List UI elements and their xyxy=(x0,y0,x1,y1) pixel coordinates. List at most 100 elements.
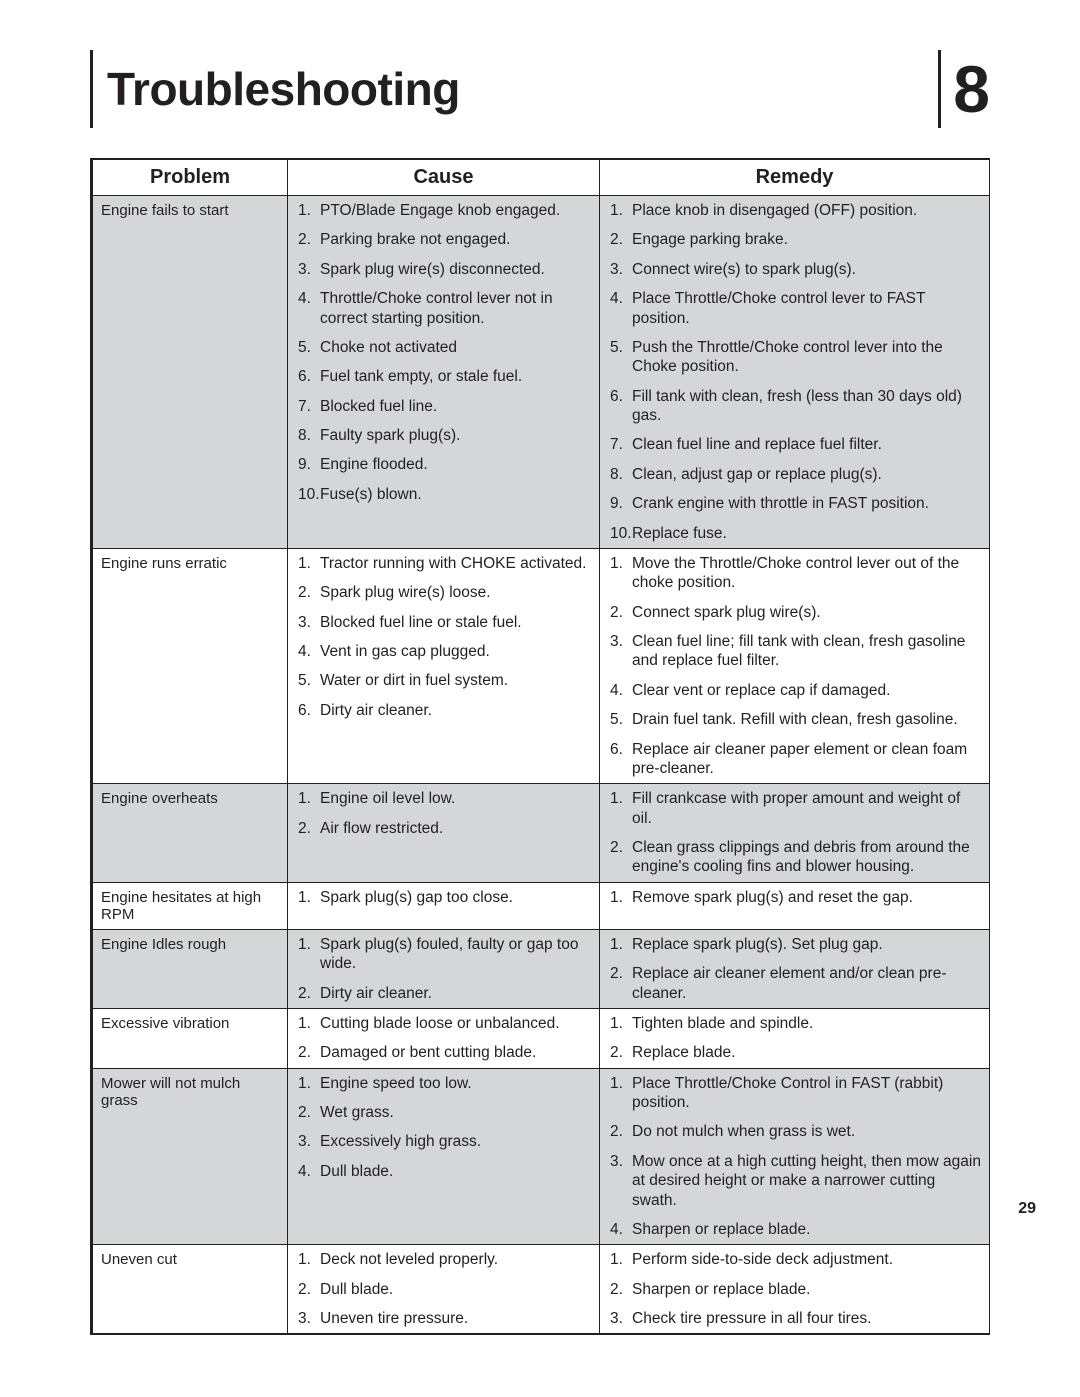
troubleshooting-table: Problem Cause Remedy Engine fails to sta… xyxy=(90,158,990,1335)
list-item: Deck not leveled properly. xyxy=(288,1245,599,1274)
list-item: Choke not activated xyxy=(288,333,599,362)
list-item: Parking brake not engaged. xyxy=(288,225,599,254)
list-item: Engage parking brake. xyxy=(600,225,989,254)
list-item: Replace blade. xyxy=(600,1038,989,1067)
list-item: Place Throttle/Choke control lever to FA… xyxy=(600,284,989,333)
table-row: Engine Idles roughSpark plug(s) fouled, … xyxy=(92,929,990,1008)
cause-cell: Engine oil level low.Air flow restricted… xyxy=(288,784,600,883)
list-item: Wet grass. xyxy=(288,1098,599,1127)
problem-text: Mower will not mulch grass xyxy=(93,1069,287,1115)
list-item: Place Throttle/Choke Control in FAST (ra… xyxy=(600,1069,989,1118)
list-item: Check tire pressure in all four tires. xyxy=(600,1304,989,1333)
page-number: 29 xyxy=(1018,1200,1036,1218)
list-item: Clean fuel line and replace fuel filter. xyxy=(600,430,989,459)
list-item: Sharpen or replace blade. xyxy=(600,1215,989,1244)
list-item: Dirty air cleaner. xyxy=(288,696,599,725)
table-row: Uneven cutDeck not leveled properly.Dull… xyxy=(92,1245,990,1335)
list-item: Tighten blade and spindle. xyxy=(600,1009,989,1038)
list-item: Move the Throttle/Choke control lever ou… xyxy=(600,549,989,598)
col-header-remedy: Remedy xyxy=(600,159,990,196)
list-item: Push the Throttle/Choke control lever in… xyxy=(600,333,989,382)
remedy-cell: Perform side-to-side deck adjustment.Sha… xyxy=(600,1245,990,1335)
table-body: Engine fails to startPTO/Blade Engage kn… xyxy=(92,196,990,1335)
remedy-list: Fill crankcase with proper amount and we… xyxy=(600,784,989,882)
list-item: Connect spark plug wire(s). xyxy=(600,598,989,627)
list-item: Faulty spark plug(s). xyxy=(288,421,599,450)
list-item: Blocked fuel line or stale fuel. xyxy=(288,608,599,637)
cause-cell: Tractor running with CHOKE activated.Spa… xyxy=(288,548,600,783)
list-item: Engine speed too low. xyxy=(288,1069,599,1098)
cause-list: Engine oil level low.Air flow restricted… xyxy=(288,784,599,843)
cause-cell: PTO/Blade Engage knob engaged.Parking br… xyxy=(288,196,600,549)
list-item: Dull blade. xyxy=(288,1275,599,1304)
cause-cell: Cutting blade loose or unbalanced.Damage… xyxy=(288,1008,600,1068)
problem-cell: Excessive vibration xyxy=(92,1008,288,1068)
problem-text: Engine hesitates at high RPM xyxy=(93,883,287,929)
problem-cell: Engine Idles rough xyxy=(92,929,288,1008)
problem-text: Engine runs erratic xyxy=(93,549,287,578)
problem-cell: Engine fails to start xyxy=(92,196,288,549)
list-item: Clear vent or replace cap if damaged. xyxy=(600,676,989,705)
list-item: Replace fuse. xyxy=(600,519,989,548)
table-row: Engine runs erraticTractor running with … xyxy=(92,548,990,783)
list-item: Dull blade. xyxy=(288,1157,599,1186)
list-item: Fill tank with clean, fresh (less than 3… xyxy=(600,382,989,431)
list-item: Spark plug wire(s) loose. xyxy=(288,578,599,607)
cause-list: Spark plug(s) fouled, faulty or gap too … xyxy=(288,930,599,1008)
page-content: Troubleshooting 8 Problem Cause Remedy E… xyxy=(90,50,990,1335)
list-item: Crank engine with throttle in FAST posit… xyxy=(600,489,989,518)
problem-text: Engine fails to start xyxy=(93,196,287,225)
remedy-list: Place Throttle/Choke Control in FAST (ra… xyxy=(600,1069,989,1245)
list-item: Place knob in disengaged (OFF) position. xyxy=(600,196,989,225)
list-item: Replace spark plug(s). Set plug gap. xyxy=(600,930,989,959)
list-item: Do not mulch when grass is wet. xyxy=(600,1117,989,1146)
table-row: Excessive vibrationCutting blade loose o… xyxy=(92,1008,990,1068)
cause-list: Engine speed too low.Wet grass.Excessive… xyxy=(288,1069,599,1187)
remedy-list: Perform side-to-side deck adjustment.Sha… xyxy=(600,1245,989,1333)
problem-cell: Engine runs erratic xyxy=(92,548,288,783)
list-item: Fill crankcase with proper amount and we… xyxy=(600,784,989,833)
page-header: Troubleshooting 8 xyxy=(90,50,990,128)
list-item: Clean, adjust gap or replace plug(s). xyxy=(600,460,989,489)
remedy-cell: Replace spark plug(s). Set plug gap.Repl… xyxy=(600,929,990,1008)
remedy-list: Tighten blade and spindle.Replace blade. xyxy=(600,1009,989,1068)
remedy-cell: Tighten blade and spindle.Replace blade. xyxy=(600,1008,990,1068)
list-item: Tractor running with CHOKE activated. xyxy=(288,549,599,578)
list-item: Drain fuel tank. Refill with clean, fres… xyxy=(600,705,989,734)
list-item: Engine flooded. xyxy=(288,450,599,479)
list-item: Vent in gas cap plugged. xyxy=(288,637,599,666)
table-row: Mower will not mulch grassEngine speed t… xyxy=(92,1068,990,1245)
list-item: Remove spark plug(s) and reset the gap. xyxy=(600,883,989,912)
cause-list: Tractor running with CHOKE activated.Spa… xyxy=(288,549,599,725)
list-item: PTO/Blade Engage knob engaged. xyxy=(288,196,599,225)
list-item: Engine oil level low. xyxy=(288,784,599,813)
list-item: Water or dirt in fuel system. xyxy=(288,666,599,695)
table-row: Engine overheatsEngine oil level low.Air… xyxy=(92,784,990,883)
problem-cell: Engine hesitates at high RPM xyxy=(92,882,288,929)
list-item: Perform side-to-side deck adjustment. xyxy=(600,1245,989,1274)
table-row: Engine fails to startPTO/Blade Engage kn… xyxy=(92,196,990,549)
list-item: Throttle/Choke control lever not in corr… xyxy=(288,284,599,333)
list-item: Fuel tank empty, or stale fuel. xyxy=(288,362,599,391)
list-item: Spark plug wire(s) disconnected. xyxy=(288,255,599,284)
cause-cell: Spark plug(s) gap too close. xyxy=(288,882,600,929)
cause-list: Spark plug(s) gap too close. xyxy=(288,883,599,912)
list-item: Clean grass clippings and debris from ar… xyxy=(600,833,989,882)
problem-text: Engine overheats xyxy=(93,784,287,813)
list-item: Dirty air cleaner. xyxy=(288,979,599,1008)
problem-text: Excessive vibration xyxy=(93,1009,287,1038)
list-item: Mow once at a high cutting height, then … xyxy=(600,1147,989,1215)
problem-text: Uneven cut xyxy=(93,1245,287,1274)
remedy-list: Replace spark plug(s). Set plug gap.Repl… xyxy=(600,930,989,1008)
list-item: Fuse(s) blown. xyxy=(288,480,599,509)
page-title: Troubleshooting xyxy=(93,50,938,128)
list-item: Cutting blade loose or unbalanced. xyxy=(288,1009,599,1038)
remedy-cell: Place Throttle/Choke Control in FAST (ra… xyxy=(600,1068,990,1245)
list-item: Excessively high grass. xyxy=(288,1127,599,1156)
remedy-list: Place knob in disengaged (OFF) position.… xyxy=(600,196,989,548)
table-header: Problem Cause Remedy xyxy=(92,159,990,196)
cause-list: PTO/Blade Engage knob engaged.Parking br… xyxy=(288,196,599,509)
list-item: Blocked fuel line. xyxy=(288,392,599,421)
remedy-cell: Place knob in disengaged (OFF) position.… xyxy=(600,196,990,549)
remedy-cell: Remove spark plug(s) and reset the gap. xyxy=(600,882,990,929)
